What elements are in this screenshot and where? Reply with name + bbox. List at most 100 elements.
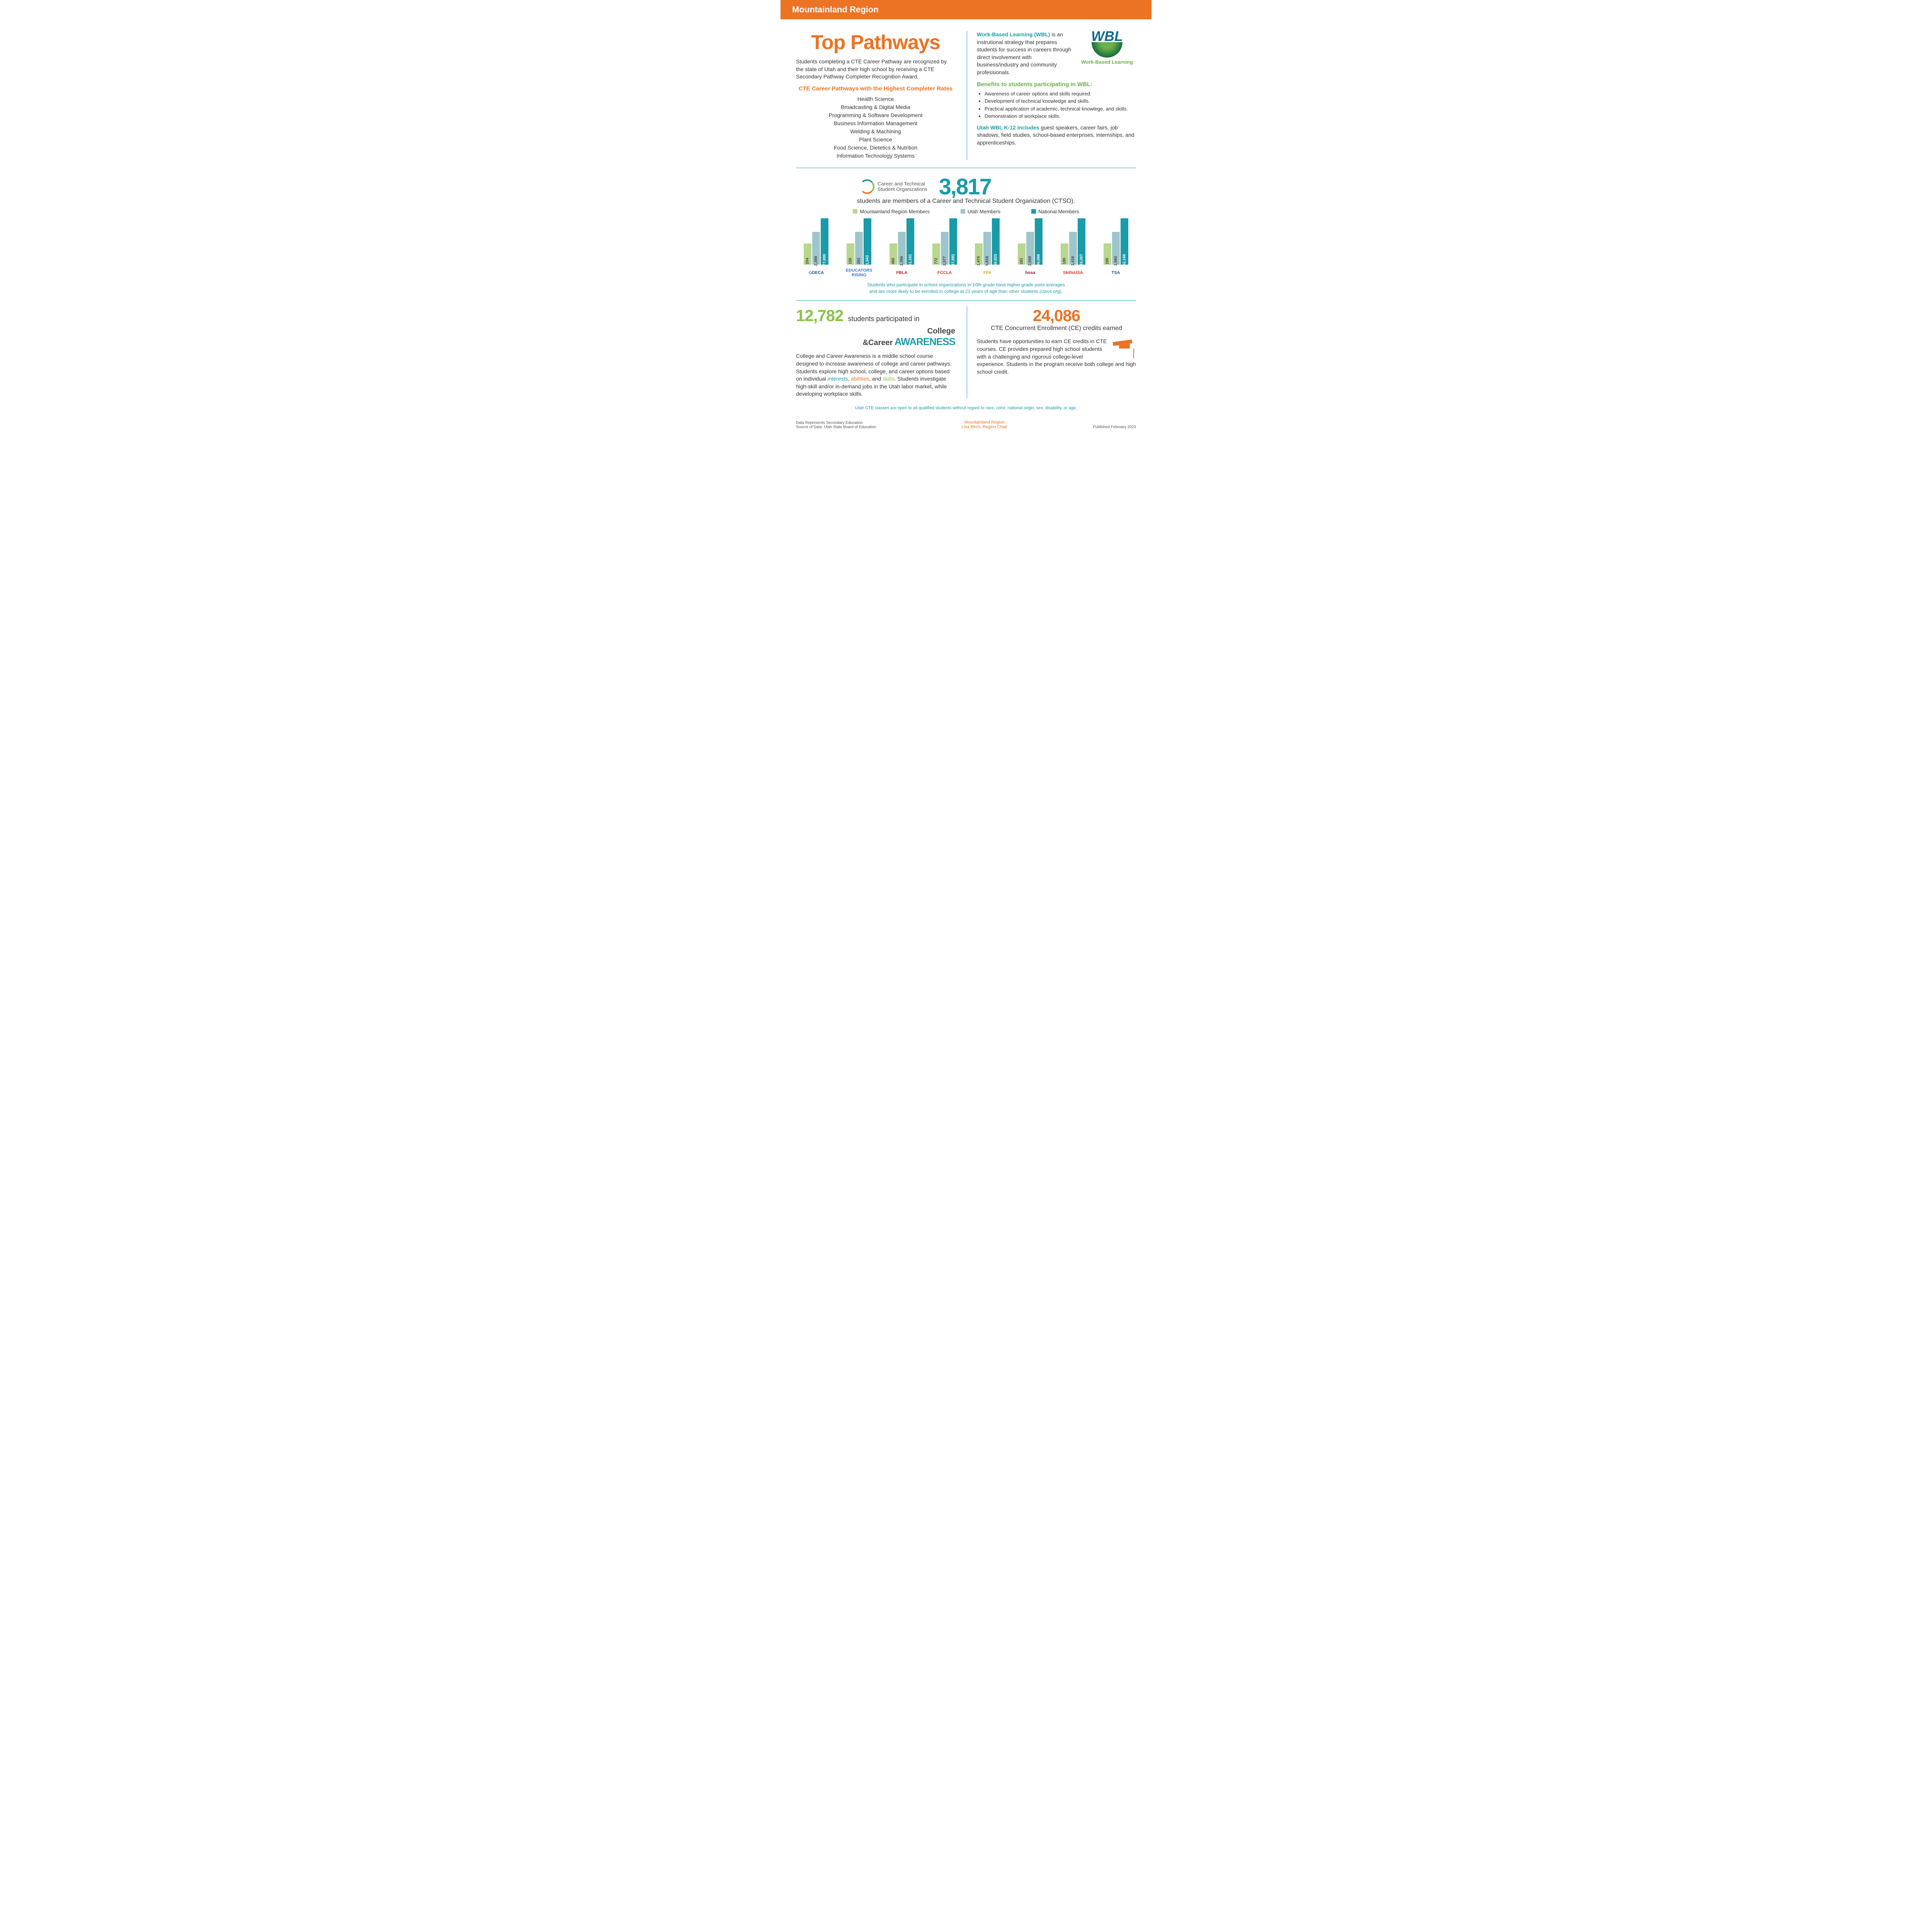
legend-national: National Members: [1031, 209, 1079, 214]
bottom-section: 12,782 students participated in College&…: [796, 306, 1136, 398]
swatch-national: [1031, 209, 1036, 214]
cca-logo-awareness: Awareness: [895, 336, 955, 347]
org-logo-FFA: FFA: [967, 267, 1008, 279]
bar-region: 281: [1018, 243, 1026, 265]
bar-value: 11,543: [866, 255, 870, 267]
cca-skills: skills: [883, 376, 894, 382]
globe-icon: [1092, 42, 1122, 58]
ctso-note: Students who participate in school organ…: [796, 282, 1136, 295]
bar-utah: 1,416: [1069, 232, 1077, 265]
chart-item-SkillsUSA: 180 1,416 393,357 SkillsUSA: [1053, 218, 1094, 279]
bar-value: 2,577: [942, 256, 947, 266]
footer-left: Data Represents Secondary Education Sour…: [796, 421, 876, 429]
bar-group: 460 2,396 161,161: [882, 218, 922, 265]
bar-value: 772: [934, 258, 938, 264]
wbl-logo: WBL Work-Based Learning: [1078, 31, 1136, 65]
chart-item-FFA: 1,475 5,816 850,823 FFA: [967, 218, 1008, 279]
cca-abilities: abilities: [851, 376, 869, 382]
swatch-utah: [961, 209, 965, 214]
footer-center: Mountainland Region Lisa Birch, Region C…: [961, 420, 1007, 429]
legend-region-label: Mountainland Region Members: [860, 209, 930, 214]
bar-national: 161,161: [906, 218, 914, 265]
pathway-item: Business Information Management: [796, 119, 955, 128]
ce-number: 24,086: [977, 306, 1136, 325]
bar-region: 772: [932, 243, 940, 265]
pathway-item: Plant Science: [796, 136, 955, 144]
legend-national-label: National Members: [1038, 209, 1079, 214]
bar-region: 460: [889, 243, 897, 265]
bar-value: 150: [849, 258, 853, 264]
ctso-logo: Career and Technical Student Organizatio…: [860, 179, 927, 194]
cca-logo: College&Career Awareness: [796, 327, 955, 348]
bar-value: 180: [1062, 258, 1066, 264]
bar-utah: 2,558: [1026, 232, 1034, 265]
pathway-item: Programming & Software Development: [796, 111, 955, 119]
bar-value: 177,000: [823, 254, 827, 268]
bar-value: 460: [891, 258, 895, 264]
bar-value: 5,816: [985, 256, 990, 266]
org-logo-TSA: TSA: [1095, 267, 1136, 279]
bar-utah: 5,816: [983, 232, 991, 265]
bar-region: 150: [847, 243, 854, 265]
footer-data-note: Data Represents Secondary Education: [796, 421, 876, 425]
bar-value: 2,396: [900, 256, 904, 266]
org-logo-Educators Rising: EDUCATORS RISING: [839, 267, 879, 279]
cca-column: 12,782 students participated in College&…: [796, 306, 955, 398]
bar-national: 393,357: [1078, 218, 1085, 265]
bar-value: 295: [1105, 258, 1109, 264]
chart-item-FBLA: 460 2,396 161,161 FBLA: [882, 218, 922, 279]
pathway-item: Information Technology Systems: [796, 152, 955, 160]
ce-desc-text: Students have opportunities to earn CE c…: [977, 338, 1136, 374]
cca-number: 12,782: [796, 306, 843, 325]
bar-region: 1,475: [975, 243, 983, 265]
chart-item-TSA: 295 1,583 262,166 TSA: [1095, 218, 1136, 279]
wbl-label: Work-Based Learning (WBL): [977, 31, 1050, 37]
wbl-k12-label: Utah WBL K-12 includes: [977, 124, 1039, 131]
wbl-column: Work-Based Learning (WBL) is an instruti…: [967, 31, 1136, 160]
pathway-list: Health ScienceBroadcasting & Digital Med…: [796, 95, 955, 160]
wbl-k12-text: Utah WBL K-12 includes guest speakers, c…: [977, 124, 1136, 147]
bar-utah: 2,396: [898, 232, 906, 265]
chart-item-DECA: 204 2,399 177,000 ◇DECA: [796, 218, 837, 279]
legend-utah: Utah Members: [961, 209, 1000, 214]
ctso-section: Career and Technical Student Organizatio…: [796, 174, 1136, 295]
chart-legend: Mountainland Region Members Utah Members…: [796, 209, 1136, 214]
wbl-intro-row: Work-Based Learning (WBL) is an instruti…: [977, 31, 1136, 77]
bar-group: 281 2,558 196,066: [1010, 218, 1051, 265]
chart-item-HOSA: 281 2,558 196,066 hosa: [1010, 218, 1051, 279]
region-title: Mountainland Region: [792, 5, 879, 14]
org-logo-SkillsUSA: SkillsUSA: [1053, 267, 1094, 279]
footer-source: Source of Data: Utah State Board of Educ…: [796, 425, 876, 429]
bar-national: 196,066: [1035, 218, 1043, 265]
cca-stat-line: 12,782 students participated in: [796, 306, 955, 325]
top-section: Top Pathways Students completing a CTE C…: [796, 31, 1136, 160]
bar-value: 1,475: [977, 256, 981, 266]
bar-value: 1,416: [1071, 256, 1075, 266]
bar-value: 382: [857, 258, 861, 264]
footer-right: Published February 2023: [1093, 425, 1136, 429]
benefit-item: Practical application of academic, techn…: [985, 105, 1136, 113]
pathway-item: Welding & Machining: [796, 128, 955, 136]
pathway-item: Health Science: [796, 95, 955, 103]
disclaimer: Utah CTE classes are open to all qualifi…: [796, 406, 1136, 410]
page-title: Top Pathways: [796, 31, 955, 54]
ctso-swirl-icon: [860, 179, 874, 194]
top-pathways-column: Top Pathways Students completing a CTE C…: [796, 31, 955, 160]
bar-utah: 1,583: [1112, 232, 1120, 265]
cca-logo2: &Career: [863, 338, 893, 347]
bar-group: 772 2,577 197,882: [924, 218, 965, 265]
cca-logo1: College: [927, 327, 955, 335]
org-logo-DECA: ◇DECA: [796, 267, 837, 279]
chart-item-Educators Rising: 150 382 11,543 EDUCATORS RISING: [839, 218, 879, 279]
wbl-intro-text: Work-Based Learning (WBL) is an instruti…: [977, 31, 1072, 77]
footer: Data Represents Secondary Education Sour…: [781, 420, 1151, 435]
main-content: Top Pathways Students completing a CTE C…: [781, 19, 1151, 420]
bar-national: 262,166: [1121, 218, 1128, 265]
ctso-chart: 204 2,399 177,000 ◇DECA 150 382 11,543 E…: [796, 218, 1136, 279]
ctso-caption: students are members of a Career and Tec…: [796, 198, 1136, 205]
bar-region: 295: [1104, 243, 1111, 265]
bar-value: 196,066: [1037, 254, 1041, 268]
benefit-item: Development of technical knowledge and s…: [985, 97, 1136, 105]
cca-label: students participated in: [848, 315, 919, 323]
bar-group: 1,475 5,816 850,823: [967, 218, 1008, 265]
